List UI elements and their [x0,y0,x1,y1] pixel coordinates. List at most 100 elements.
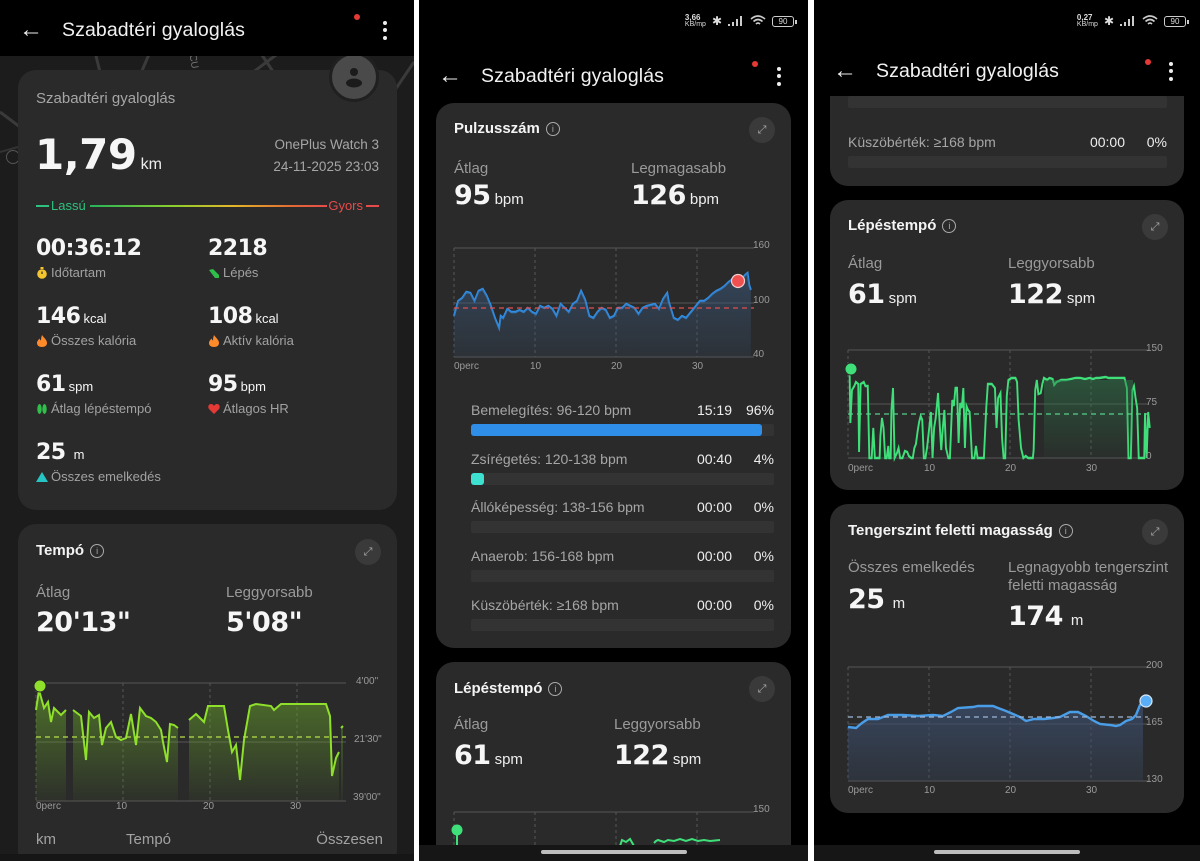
x-tick: 10 [924,785,936,796]
expand-icon: ⤢ [757,682,767,695]
hr-avg-value: 95 bpm [454,180,524,211]
expand-button[interactable]: ⤢ [1142,519,1168,545]
altitude-max-label: Legnagyobb tengerszint feletti magasság [1008,559,1169,594]
x-tick: 20 [611,361,623,372]
hr-zone-endurance: Állóképesség: 138-156 bpm 00:00 0% [471,499,774,539]
x-tick: 10 [530,361,542,372]
nav-bar-edge [0,854,414,861]
expand-icon: ⤢ [363,545,373,558]
cadence-card: Lépéstempó i ⤢ Átlag 61 spm Leggyorsabb 12… [436,662,791,861]
more-options-icon[interactable] [1156,61,1186,81]
cadence-best-label: Leggyorsabb [614,716,701,733]
hr-zone-warmup: Bemelegítés: 96-120 bpm 15:19 96% [471,402,774,442]
max-hr-marker [730,273,746,289]
home-indicator[interactable] [540,850,687,854]
pace-card: Tempó i ⤢ Átlag 20'13" Leggyorsabb 5'08" … [18,524,397,861]
x-tick: 0perc [36,801,62,812]
y-tick: 75 [1146,397,1158,408]
x-tick: 10 [116,801,128,812]
y-tick: 21'30" [354,734,382,745]
page-title: Szabadtéri gyaloglás [876,59,1060,82]
stat-total-calories: 146 kcal Összes kalória [36,304,137,348]
x-tick: 0perc [848,463,874,474]
cadence-card-title: Lépéstempó i [454,680,563,697]
cadence-card: Lépéstempó i ⤢ Átlag 61 spm Leggyorsabb 12… [830,200,1184,490]
max-altitude-marker [1139,694,1153,708]
cadence-avg-label: Átlag [848,255,883,272]
start-marker [33,679,47,693]
screenshot-cadence-altitude: Küszöbérték: ≥168 bpm 00:00 0% 0,27 KB/mp ✱… [814,0,1200,861]
cadence-best-label: Leggyorsabb [1008,255,1095,272]
pace-scale-fast: Gyors [328,198,363,213]
y-tick: 150 [1146,343,1163,354]
altitude-chart[interactable] [847,665,1153,782]
cadence-avg-label: Átlag [454,716,489,733]
pace-best-label: Leggyorsabb [226,584,313,601]
app-bar: ← Szabadtéri gyaloglás [814,46,1200,96]
info-icon[interactable]: i [545,121,560,136]
person-icon [346,68,362,88]
notification-dot [1145,59,1151,65]
x-tick: 0perc [454,361,480,372]
back-arrow-icon[interactable]: ← [833,57,857,84]
y-tick: 40 [753,349,765,360]
back-arrow-icon[interactable]: ← [438,62,462,89]
shoe-icon [209,268,219,278]
x-tick: 30 [1086,785,1098,796]
expand-button[interactable]: ⤢ [1142,214,1168,240]
hr-zone-fatburn: Zsírégetés: 120-138 bpm 00:40 4% [471,451,774,491]
expand-icon: ⤢ [1150,525,1160,538]
info-icon[interactable]: i [548,681,563,696]
battery-icon: 90 [1164,15,1189,27]
x-tick: 10 [924,463,936,474]
app-bar: ← Szabadtéri gyaloglás [419,50,808,102]
stat-elevation-gain: 25 m Összes emelkedés [36,440,161,484]
hr-zone-threshold: Küszöbérték: ≥168 bpm 00:00 0% [848,134,1167,174]
navigation-bar [814,845,1200,861]
back-arrow-icon[interactable]: ← [19,16,43,43]
flame-icon [209,334,219,347]
cadence-avg-value: 61 spm [454,740,523,771]
page-title: Szabadtéri gyaloglás [62,18,246,41]
y-tick: 4'00" [356,676,379,687]
bluetooth-icon: ✱ [1103,14,1114,28]
battery-icon: 90 [772,15,797,27]
heart-icon [208,403,220,414]
heart-card-title: Pulzusszám i [454,120,560,137]
pace-card-title: Tempó i [36,542,105,559]
more-options-icon[interactable] [370,20,400,40]
status-bar: 3,66 KB/mp ✱ 90 [684,13,797,29]
heart-rate-chart[interactable] [453,246,754,358]
notification-dot [354,14,360,20]
pace-scale: Lassú Gyors [36,198,379,214]
pace-chart[interactable] [33,679,346,802]
network-speed: 3,66 KB/mp [684,13,706,29]
y-tick: 100 [753,295,770,306]
more-options-icon[interactable] [764,66,794,86]
zone-track [848,96,1167,108]
expand-button[interactable]: ⤢ [749,676,775,702]
y-tick: 39'00" [353,792,381,803]
cadence-chart[interactable] [844,348,1151,463]
signal-icon [1120,16,1134,26]
info-icon[interactable]: i [942,218,957,233]
y-tick: 200 [1146,660,1163,671]
stat-steps: 2218 Lépés [208,236,268,280]
start-marker [844,362,858,376]
expand-button[interactable]: ⤢ [749,117,775,143]
x-tick: 0perc [848,785,874,796]
info-icon[interactable]: i [90,543,105,558]
hr-zone-anaerobic: Anaerob: 156-168 bpm 00:00 0% [471,548,774,588]
avatar[interactable] [329,52,379,102]
notification-dot [752,61,758,67]
heart-rate-card: Pulzusszám i ⤢ Átlag 95 bpm Legmagasabb 12… [436,103,791,648]
cadence-avg-value: 61 spm [848,279,917,310]
info-icon[interactable]: i [1058,523,1073,538]
altitude-gain-value: 25 m [848,584,906,615]
expand-button[interactable]: ⤢ [355,539,381,565]
y-tick: 150 [753,804,770,815]
wifi-icon [750,15,766,25]
altitude-max-value: 174 m [1008,601,1084,632]
zone-bar [471,473,484,485]
home-indicator[interactable] [934,850,1080,854]
